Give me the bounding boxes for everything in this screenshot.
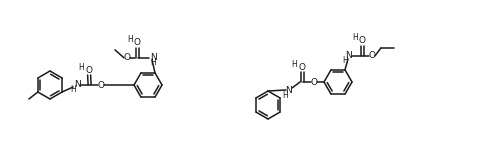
Text: H: H: [150, 58, 156, 67]
Text: O: O: [123, 53, 131, 62]
Text: H: H: [127, 35, 133, 44]
Text: H: H: [78, 63, 84, 72]
Text: O: O: [369, 51, 375, 60]
Text: O: O: [97, 80, 105, 89]
Text: H: H: [282, 91, 288, 100]
Text: O: O: [311, 77, 317, 87]
Text: N: N: [286, 85, 292, 95]
Text: O: O: [133, 38, 141, 47]
Text: O: O: [85, 65, 93, 75]
Text: O: O: [299, 63, 305, 72]
Text: H: H: [70, 84, 76, 93]
Text: H: H: [342, 56, 348, 65]
Text: N: N: [74, 80, 81, 88]
Text: N: N: [346, 51, 352, 60]
Text: O: O: [359, 36, 365, 45]
Text: N: N: [150, 53, 156, 62]
Text: H: H: [291, 60, 297, 68]
Text: H: H: [352, 33, 358, 42]
